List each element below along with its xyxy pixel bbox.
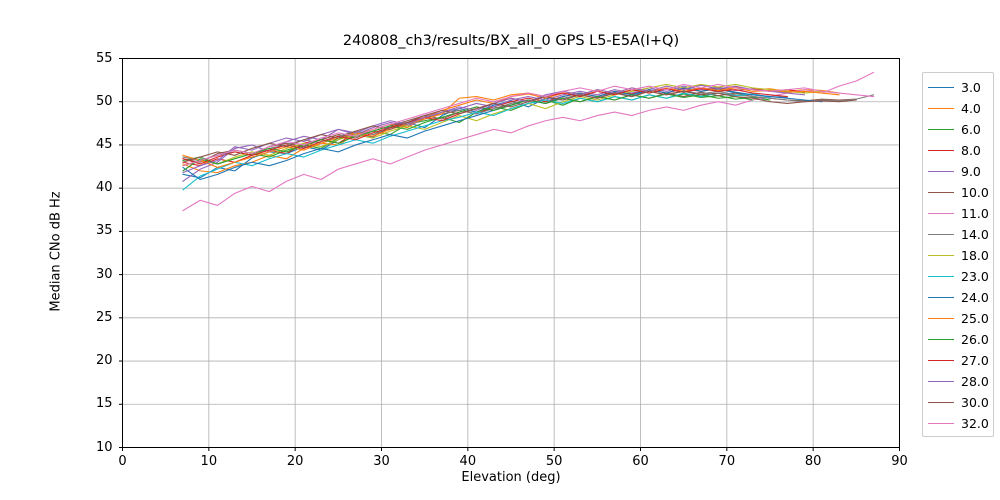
- legend-item[interactable]: 18.0: [923, 245, 993, 266]
- legend-label: 4.0: [961, 101, 981, 116]
- x-tick-label: 80: [804, 453, 822, 469]
- series-line: [182, 92, 771, 191]
- legend-label: 23.0: [961, 269, 989, 284]
- x-tick-label: 10: [200, 453, 218, 469]
- x-tick-label: 90: [891, 453, 908, 469]
- y-tick-label: 15: [95, 396, 113, 412]
- legend-color-swatch: [928, 192, 954, 193]
- legend-color-swatch: [928, 402, 954, 403]
- legend-color-swatch: [928, 129, 954, 130]
- legend-color-swatch: [928, 150, 954, 151]
- legend-label: 27.0: [961, 353, 989, 368]
- y-tick-label: 40: [95, 180, 113, 196]
- legend-item[interactable]: 11.0: [923, 203, 993, 224]
- legend-item[interactable]: 4.0: [923, 98, 993, 119]
- legend[interactable]: 3.0 4.0 6.0 8.0 9.0 10.0 11.0 14.0 18.0 23.0 24.0 2…: [922, 72, 994, 437]
- x-tick-label: 30: [373, 453, 390, 469]
- legend-item[interactable]: 3.0: [923, 77, 993, 98]
- y-tick-label: 55: [95, 50, 113, 66]
- legend-label: 14.0: [961, 227, 989, 242]
- legend-label: 11.0: [961, 206, 989, 221]
- legend-color-swatch: [928, 108, 954, 109]
- legend-item[interactable]: 30.0: [923, 392, 993, 413]
- legend-color-swatch: [928, 360, 954, 361]
- legend-color-swatch: [928, 318, 954, 319]
- legend-label: 24.0: [961, 290, 989, 305]
- legend-color-swatch: [928, 87, 954, 88]
- legend-label: 32.0: [961, 416, 989, 431]
- series-line: [182, 93, 771, 165]
- data-series-layer: [182, 71, 875, 212]
- series-line: [182, 87, 840, 168]
- axis-ticks: [119, 58, 900, 451]
- legend-color-swatch: [928, 276, 954, 277]
- x-tick-label: 60: [632, 453, 649, 469]
- legend-color-swatch: [928, 381, 954, 382]
- legend-color-swatch: [928, 339, 954, 340]
- legend-item[interactable]: 25.0: [923, 308, 993, 329]
- x-tick-label: 70: [718, 453, 736, 469]
- legend-label: 8.0: [961, 143, 981, 158]
- legend-color-swatch: [928, 423, 954, 424]
- legend-color-swatch: [928, 255, 954, 256]
- legend-label: 10.0: [961, 185, 989, 200]
- legend-item[interactable]: 26.0: [923, 329, 993, 350]
- series-line: [182, 83, 875, 167]
- legend-label: 28.0: [961, 374, 989, 389]
- y-tick-label: 10: [95, 439, 113, 455]
- legend-label: 3.0: [961, 80, 981, 95]
- legend-item[interactable]: 23.0: [923, 266, 993, 287]
- chart-title: 240808_ch3/results/BX_all_0 GPS L5-E5A(I…: [342, 33, 680, 49]
- x-tick-label: 40: [459, 453, 477, 469]
- y-tick-label: 45: [95, 136, 113, 152]
- legend-label: 9.0: [961, 164, 981, 179]
- legend-color-swatch: [928, 171, 954, 172]
- x-tick-label: 20: [286, 453, 304, 469]
- y-tick-label: 25: [95, 309, 113, 325]
- legend-item[interactable]: 24.0: [923, 287, 993, 308]
- plot-frame: [122, 58, 900, 448]
- series-line: [182, 93, 754, 172]
- legend-label: 30.0: [961, 395, 989, 410]
- legend-label: 6.0: [961, 122, 981, 137]
- y-tick-label: 20: [95, 353, 113, 369]
- legend-color-swatch: [928, 213, 954, 214]
- legend-color-swatch: [928, 297, 954, 298]
- legend-item[interactable]: 14.0: [923, 224, 993, 245]
- legend-item[interactable]: 32.0: [923, 413, 993, 434]
- y-tick-label: 30: [95, 266, 113, 282]
- x-axis-label: Elevation (deg): [461, 470, 561, 485]
- legend-item[interactable]: 6.0: [923, 119, 993, 140]
- legend-item[interactable]: 9.0: [923, 161, 993, 182]
- legend-label: 26.0: [961, 332, 989, 347]
- x-tick-label: 0: [118, 453, 127, 469]
- legend-item[interactable]: 27.0: [923, 350, 993, 371]
- y-axis-label: Median CNo dB Hz: [48, 191, 64, 312]
- legend-label: 25.0: [961, 311, 989, 326]
- legend-item[interactable]: 8.0: [923, 140, 993, 161]
- legend-label: 18.0: [961, 248, 989, 263]
- legend-item[interactable]: 10.0: [923, 182, 993, 203]
- grid-lines: [122, 58, 900, 448]
- y-tick-label: 50: [95, 93, 113, 109]
- x-tick-label: 50: [545, 453, 563, 469]
- series-line: [182, 71, 875, 212]
- legend-item[interactable]: 28.0: [923, 371, 993, 392]
- y-tick-label: 35: [95, 223, 113, 239]
- legend-color-swatch: [928, 234, 954, 235]
